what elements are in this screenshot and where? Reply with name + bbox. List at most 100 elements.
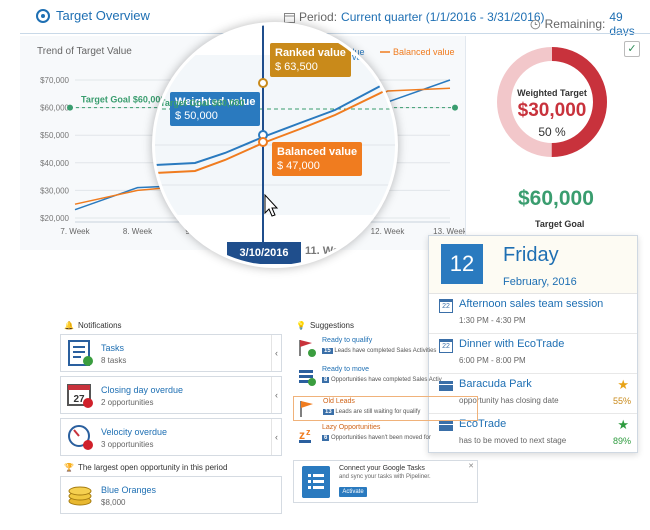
- weighted-value-tooltip: Weighted value $ 50,000: [170, 92, 261, 126]
- suggestion-text: 13 Leads are still waiting for qualify: [323, 409, 420, 415]
- list-icon: [439, 381, 453, 391]
- calendar-month-year: February, 2016: [503, 276, 577, 288]
- calendar-header: 12 Friday February, 2016: [429, 236, 637, 294]
- week-label: 11. Week: [305, 245, 352, 257]
- period-label: Period:: [299, 10, 338, 24]
- calendar-icon: 22: [439, 339, 453, 353]
- cursor-icon: [264, 193, 279, 217]
- calendar-item[interactable]: 22 Afternoon sales team session 1:30 PM …: [429, 294, 637, 334]
- calendar-icon: [284, 12, 295, 23]
- chart-magnifier: Ranked value $ 63,500 Weighted value $ 5…: [152, 22, 398, 268]
- calendar-item-title: Baracuda Park: [459, 378, 532, 390]
- svg-text:27: 27: [73, 394, 85, 405]
- date-marker: 3/10/2016: [227, 242, 301, 264]
- suggestion-text: 6 Opportunities haven't been moved for: [322, 435, 431, 441]
- notifications-title-text: Notifications: [77, 321, 122, 330]
- period-selector[interactable]: Period: Current quarter (1/1/2016 - 3/31…: [284, 10, 545, 24]
- calendar-item-percent: 55%: [612, 396, 631, 406]
- svg-text:z: z: [299, 428, 305, 442]
- notification-title: Tasks: [101, 343, 125, 353]
- remaining-days: Remaining: 49 days: [530, 10, 650, 38]
- calendar-item[interactable]: Baracuda Park opportunity has closing da…: [429, 374, 637, 414]
- close-icon[interactable]: ✕: [468, 463, 474, 470]
- opportunity-name: Blue Oranges: [101, 485, 157, 495]
- y-tick-label: $40,000: [40, 159, 69, 168]
- legend-entry: Balanced value: [393, 47, 455, 57]
- remaining-label: Remaining:: [544, 17, 606, 31]
- suggestion-desc: Leads are still waiting for qualify: [335, 409, 421, 415]
- speedometer-icon: [68, 425, 93, 450]
- x-tick-label: 13. Week: [433, 227, 465, 236]
- weighted-target-gauge: [497, 47, 607, 157]
- calendar-item[interactable]: 22 Dinner with EcoTrade 6:00 PM - 8:00 P…: [429, 334, 637, 374]
- suggestion-ready-move[interactable]: Ready to move 8 Opportunities have compl…: [293, 365, 478, 390]
- ranked-value: $ 63,500: [275, 61, 318, 73]
- page-title: Target Overview: [36, 8, 150, 23]
- balanced-point: [258, 137, 268, 147]
- suggestions-title: 💡 Suggestions: [296, 321, 354, 330]
- suggestion-desc: Opportunities haven't been moved for: [331, 435, 431, 441]
- y-tick-label: $60,000: [40, 104, 69, 113]
- star-icon: ★: [617, 417, 629, 432]
- calendar-item[interactable]: EcoTrade has to be moved to next stage ★…: [429, 414, 637, 454]
- notification-sub: 3 opportunities: [101, 440, 154, 449]
- chevron-left-icon[interactable]: ‹: [271, 335, 281, 371]
- gauge-value: $30,000: [517, 100, 587, 121]
- suggestion-title: Old Leads: [323, 398, 355, 405]
- notification-velocity[interactable]: Velocity overdue 3 opportunities ‹: [60, 418, 282, 456]
- notification-sub: 8 tasks: [101, 356, 127, 365]
- list-icon: [439, 421, 453, 431]
- y-tick-label: $50,000: [40, 131, 69, 140]
- flag-icon: [299, 340, 316, 357]
- largest-opportunity-title: 🏆 The largest open opportunity in this p…: [64, 463, 227, 472]
- suggestion-ready-qualify[interactable]: Ready to qualify 15 Leads have completed…: [293, 336, 478, 361]
- x-tick-label: 8. Week: [123, 227, 153, 236]
- calendar-card: 12 Friday February, 2016 22 Afternoon sa…: [428, 235, 638, 453]
- x-tick-label: 7. Week: [60, 227, 90, 236]
- calendar-item-title: EcoTrade: [459, 418, 507, 430]
- gauge-center: [512, 62, 592, 142]
- clock-icon: [530, 19, 541, 29]
- notification-tasks[interactable]: Tasks 8 tasks ‹: [60, 334, 282, 372]
- goal-label-magnified: Target Goal $60,000: [160, 98, 245, 108]
- suggestion-text: 15 Leads have completed Sales Activities: [322, 348, 436, 354]
- calendar-item-title: Dinner with EcoTrade: [459, 338, 565, 350]
- weighted-label: Weighted value: [175, 96, 256, 108]
- target-icon: [36, 8, 50, 23]
- suggestion-count: 6: [322, 435, 330, 441]
- suggestion-title: Lazy Opportunities: [322, 424, 381, 431]
- checkmark-button[interactable]: ✓: [624, 41, 640, 57]
- largest-title-text: The largest open opportunity in this per…: [77, 463, 228, 472]
- star-icon: ★: [617, 377, 629, 392]
- y-tick-label: $30,000: [40, 186, 69, 195]
- calendar-item-sub: has to be moved to next stage: [459, 436, 567, 445]
- largest-opportunity-card[interactable]: Blue Oranges $8,000: [60, 476, 282, 514]
- suggestion-count: 13: [323, 409, 334, 415]
- chevron-left-icon[interactable]: ‹: [271, 419, 281, 455]
- balanced-label: Balanced value: [277, 146, 358, 158]
- calendar-item-title: Afternoon sales team session: [459, 298, 604, 310]
- suggestion-desc: Opportunities have completed Sales Activ: [331, 377, 442, 383]
- notification-title: Velocity overdue: [101, 427, 168, 437]
- suggestion-title: Ready to qualify: [322, 337, 373, 344]
- suggestion-old-leads[interactable]: Old Leads 13 Leads are still waiting for…: [293, 396, 478, 421]
- target-goal-label: Target Goal: [535, 219, 585, 229]
- notification-closing-day[interactable]: 27 Closing day overdue 2 opportunities ‹: [60, 376, 282, 414]
- goal-label: Target Goal $60,000: [81, 95, 165, 105]
- suggestion-desc: Leads have completed Sales Activities: [334, 348, 437, 354]
- gauge-fill: [497, 47, 607, 157]
- list-icon: [299, 370, 316, 386]
- legend-weighted: value: [352, 52, 374, 62]
- page-title-text: Target Overview: [56, 8, 150, 23]
- trophy-icon: 🏆: [64, 463, 74, 472]
- calendar-item-percent: 89%: [612, 436, 631, 446]
- suggestion-count: 15: [322, 348, 333, 354]
- activate-button[interactable]: Activate: [339, 487, 367, 497]
- chevron-left-icon[interactable]: ‹: [271, 377, 281, 413]
- notification-title: Closing day overdue: [101, 385, 184, 395]
- goal-marker-right: [452, 104, 458, 111]
- opportunity-value: $8,000: [101, 498, 126, 507]
- google-title: Connect your Google Tasks: [339, 465, 425, 472]
